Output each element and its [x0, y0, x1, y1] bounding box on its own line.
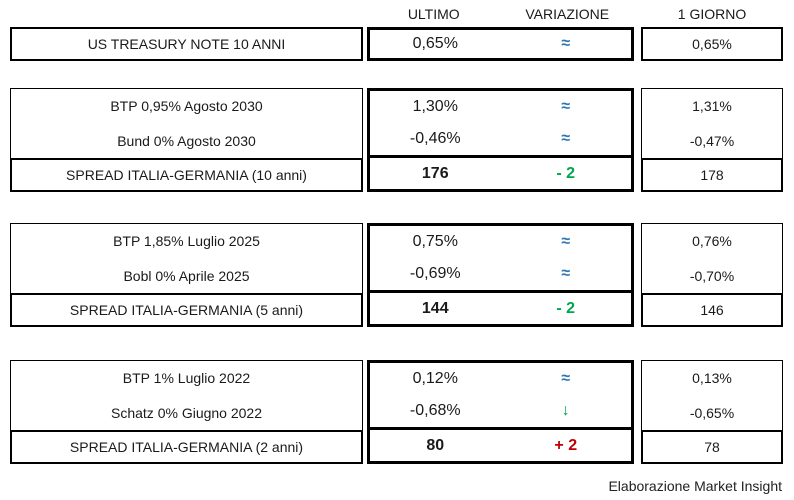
- bond-label: BTP 1% Luglio 2022: [122, 370, 251, 387]
- giorno-value: -0,65%: [689, 404, 735, 421]
- giorno-value: -0,47%: [689, 132, 735, 149]
- table-header-row: ULTIMO VARIAZIONE 1 GIORNO: [10, 0, 794, 27]
- spread-label: SPREAD ITALIA-GERMANIA (10 anni): [10, 158, 363, 192]
- bond-label: Schatz 0% Giugno 2022: [111, 404, 262, 421]
- bond-values-cell: 1,30% ≈ -0,46% ≈: [370, 91, 631, 158]
- column-header-variazione: VARIAZIONE: [525, 6, 610, 22]
- spread-values-cell: 144 - 2: [370, 293, 631, 324]
- ultimo-value: -0,46%: [409, 130, 461, 147]
- bond-values-cell: 0,75% ≈ -0,69% ≈: [370, 226, 631, 293]
- block-5-anni: BTP 1,85% Luglio 2025 Bobl 0% Aprile 202…: [10, 223, 794, 327]
- bond-labels-cell: BTP 1,85% Luglio 2025 Bobl 0% Aprile 202…: [10, 223, 363, 293]
- spread-giorno-value: 178: [641, 158, 783, 192]
- ultimo-value: -0,68%: [409, 402, 461, 419]
- approx-equal-icon: ≈: [561, 35, 571, 52]
- ultimo-value: 0,12%: [412, 370, 458, 387]
- ultimo-value: 0,75%: [412, 233, 458, 250]
- spread-values-cell: 80 + 2: [370, 430, 631, 461]
- spread-values-cell: 176 - 2: [370, 158, 631, 189]
- spread-ultimo-value: 144: [421, 299, 449, 317]
- row-label: US TREASURY NOTE 10 ANNI: [10, 27, 363, 61]
- ultimo-value: 1,30%: [412, 98, 458, 115]
- bond-label: Bobl 0% Aprile 2025: [123, 267, 250, 284]
- block-2-anni: BTP 1% Luglio 2022 Schatz 0% Giugno 2022…: [10, 360, 794, 464]
- header-spacer: [10, 6, 363, 27]
- arrow-down-icon: ↓: [561, 402, 570, 419]
- spread-ultimo-value: 80: [426, 436, 445, 454]
- giorno-value: 1,31%: [692, 98, 732, 115]
- bond-label: Bund 0% Agosto 2030: [117, 132, 256, 149]
- spread-ultimo-value: 176: [421, 164, 449, 182]
- source-credit: Elaborazione Market Insight: [608, 478, 782, 494]
- spread-label: SPREAD ITALIA-GERMANIA (2 anni): [10, 430, 363, 464]
- spread-variazione-value: - 2: [556, 299, 576, 317]
- bond-label: BTP 0,95% Agosto 2030: [110, 98, 263, 115]
- giorno-value: 0,13%: [692, 370, 732, 387]
- approx-equal-icon: ≈: [561, 130, 571, 147]
- table-row-us-treasury: US TREASURY NOTE 10 ANNI 0,65% ≈ 0,65%: [10, 27, 794, 61]
- approx-equal-icon: ≈: [561, 265, 571, 282]
- spread-label: SPREAD ITALIA-GERMANIA (5 anni): [10, 293, 363, 327]
- giorno-values-cell: 0,13% -0,65%: [641, 360, 783, 430]
- giorno-value: 0,65%: [641, 27, 783, 61]
- bond-label: BTP 1,85% Luglio 2025: [113, 233, 260, 250]
- ultimo-value: 0,65%: [412, 35, 458, 52]
- block-10-anni: BTP 0,95% Agosto 2030 Bund 0% Agosto 203…: [10, 88, 794, 192]
- spread-giorno-value: 78: [641, 430, 783, 464]
- giorno-values-cell: 1,31% -0,47%: [641, 88, 783, 158]
- bond-labels-cell: BTP 0,95% Agosto 2030 Bund 0% Agosto 203…: [10, 88, 363, 158]
- spread-variazione-value: - 2: [556, 164, 576, 182]
- column-header-ultimo: ULTIMO: [407, 6, 460, 22]
- giorno-values-cell: 0,76% -0,70%: [641, 223, 783, 293]
- giorno-value: 0,76%: [692, 233, 732, 250]
- approx-equal-icon: ≈: [561, 98, 571, 115]
- spread-giorno-value: 146: [641, 293, 783, 327]
- bond-values-cell: 0,12% ≈ -0,68% ↓: [370, 363, 631, 430]
- approx-equal-icon: ≈: [561, 370, 571, 387]
- bond-labels-cell: BTP 1% Luglio 2022 Schatz 0% Giugno 2022: [10, 360, 363, 430]
- column-header-1-giorno: 1 GIORNO: [677, 6, 747, 22]
- approx-equal-icon: ≈: [561, 233, 571, 250]
- spread-variazione-value: + 2: [554, 436, 578, 454]
- ultimo-value: -0,69%: [409, 265, 461, 282]
- giorno-value: -0,70%: [689, 267, 735, 284]
